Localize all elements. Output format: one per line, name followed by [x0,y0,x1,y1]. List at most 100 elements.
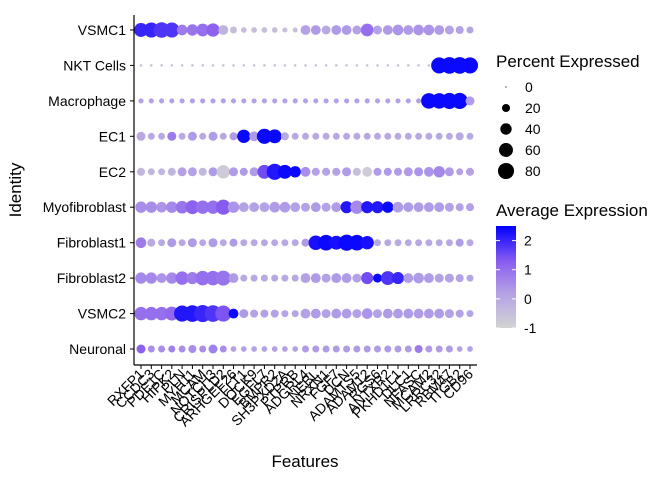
dot-vsmc1-cd96 [466,26,474,34]
dot-ec2-pde1c [158,168,166,176]
dot-vsmc2-adgrl4 [300,308,311,319]
dot-neuronal-antxr2 [384,345,392,353]
dot-ec1-cd96 [466,132,474,140]
dot-fibroblast2-bmpr2 [271,274,279,282]
dot-ec1-flt1 [237,129,251,143]
dot-macrophage-flt1 [241,98,247,104]
dot-vsmc1-dock9 [251,27,257,33]
dot-fibroblast2-arhgef26 [228,273,239,284]
dot-myofibroblast-rbm47 [444,202,454,212]
dot-fibroblast1-rxfp1 [135,237,147,249]
dot-nkt-cells-flt1 [242,64,246,67]
dot-myofibroblast-rxfp1 [135,201,147,213]
dot-nkt-cells-nfasc [417,64,420,67]
dot-fibroblast1-dock9 [250,239,258,247]
dot-fibroblast1-crispld2 [219,239,227,247]
dot-myofibroblast-rgs6 [371,201,384,214]
dot-vsmc1-adamts5 [352,25,362,35]
dot-macrophage-nebl [313,98,319,104]
dot-fibroblast1-nrxn1 [318,234,334,251]
y-axis-tick-labels: VSMC1 NKT Cells Macrophage EC1 EC2 Myofibrobl… [43,22,134,357]
dot-vsmc1-flt1 [240,27,247,33]
dot-neuronal-dlc1 [404,345,412,353]
dot-macrophage-rxfp1 [138,98,144,104]
dot-fibroblast2-fgf7 [331,273,342,284]
dot-nkt-cells-myh11 [191,64,194,67]
dot-fibroblast1-ccdc3 [147,238,156,247]
color-legend-label: 2 [524,233,532,249]
dot-fibroblast1-mcam2 [425,239,433,247]
dot-ec2-nfasc [414,167,424,177]
dot-neuronal-rbm47 [445,345,453,353]
dot-neuronal-nfasc [414,344,423,354]
dot-fibroblast1-pde1c [158,239,166,247]
dot-fibroblast2-ptprb [291,274,299,282]
dot-vsmc1-nfasc [413,24,424,36]
dot-vsmc2-nebl [310,308,321,319]
dot-ec2-nrxn1 [322,167,331,176]
y-tick-label: Macrophage [48,93,126,109]
dot-vsmc1-rxfp1 [134,23,148,37]
size-legend-dot [497,162,515,180]
dot-myofibroblast-nrxn1 [321,202,331,212]
dot-fibroblast1-bmpr2 [271,239,279,247]
dot-ec1-nebl [312,132,320,140]
dot-nkt-cells-pln [180,64,184,67]
dot-nkt-cells-egfl7 [263,64,266,67]
dot-fibroblast2-crispld2 [215,270,231,286]
dot-ec2-nebl [311,167,320,176]
y-tick-label: Neuronal [69,341,126,357]
dot-neuronal-arhgef26 [230,346,237,352]
dot-ec1-bmpr2 [267,129,282,144]
dot-vsmc1-dcn [341,25,352,35]
dot-fibroblast2-rxfp1 [135,272,147,284]
dot-fibroblast1-flt1 [240,239,248,247]
dot-myofibroblast-dock9 [249,202,260,213]
size-legend-title: Percent Expressed [496,52,640,71]
dot-vsmc2-antxr2 [382,308,393,319]
dot-vsmc1-mcam [196,23,210,37]
dot-fibroblast2-dlc1 [403,273,414,284]
dot-vsmc1-sh3pxd2a [282,27,288,33]
dot-myofibroblast-itgb2 [455,203,464,212]
dot-fibroblast2-dock9 [250,274,258,282]
dot-macrophage-egfl7 [261,98,267,104]
dot-ec2-bmpr2 [266,163,283,180]
dot-vsmc1-rbm47 [444,25,454,35]
dot-myofibroblast-cd96 [465,203,475,212]
dot-vsmc1-hipk2 [164,22,180,38]
dot-nkt-cells-nrxn1 [324,64,328,67]
size-legend-label: 80 [525,163,541,179]
dot-fibroblast2-hipk2 [166,272,178,284]
dot-nkt-cells-rxfp1 [139,64,143,67]
dot-vsmc1-itgb2 [455,25,464,35]
dot-myofibroblast-pde1c [156,201,167,213]
dot-nkt-cells-sh3pxd2a [283,64,287,67]
dot-macrophage-bmpr2 [272,98,278,104]
dot-neuronal-bmpr2 [271,346,278,352]
dot-ec1-crispld2 [219,132,227,140]
dot-neuronal-ccdc3 [147,345,155,353]
dot-vsmc2-itgb2 [455,309,464,318]
dot-nkt-cells-pkhd1l1 [396,64,400,67]
dot-nkt-cells-adam12 [365,64,369,67]
dot-neuronal-adgrl4 [302,345,309,353]
dot-vsmc2-rxfp1 [134,306,148,321]
size-legend-label: 60 [525,142,541,158]
dot-neuronal-mcam2 [425,345,433,353]
dot-ec1-dlc1 [404,132,412,140]
dot-fibroblast2-itgb2 [455,274,464,283]
dot-neuronal-hipk2 [168,345,176,353]
dot-fibroblast1-adam12 [360,236,374,250]
dot-fibroblast1-myh11 [187,238,197,248]
dot-ec1-rgs6 [374,132,381,140]
dot-vsmc1-adgrl4 [300,25,311,35]
dot-fibroblast2-notch3 [205,270,221,286]
dot-ec2-ccdc3 [147,168,155,176]
size-legend-label: 40 [525,121,541,137]
dot-vsmc1-notch3 [206,23,220,37]
dot-ec2-antxr2 [383,167,392,176]
dot-nkt-cells-cd96 [461,57,479,74]
size-legend-dot [499,143,513,157]
dot-fibroblast1-hipk2 [167,238,177,248]
